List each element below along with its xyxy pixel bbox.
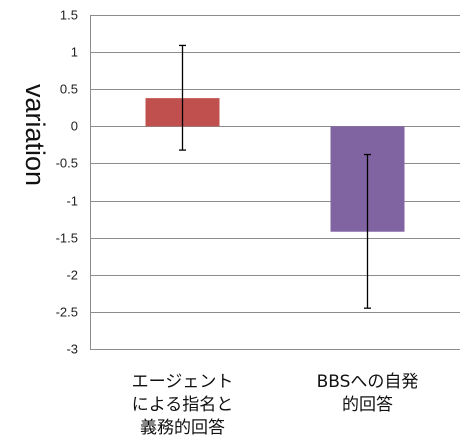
y-tick-label: 1.5 [60, 8, 78, 23]
error-bars [179, 44, 371, 309]
category-label: 義務的回答 [140, 418, 225, 437]
y-tick-label: -1.5 [56, 231, 78, 246]
category-label: による指名と [132, 395, 234, 415]
y-tick-label: -3 [66, 342, 78, 357]
y-tick-label: 0 [71, 119, 78, 134]
category-label: BBSへの自発 [317, 372, 419, 392]
y-tick-label: 1 [71, 45, 78, 60]
y-tick-label: -2.5 [56, 305, 78, 320]
y-tick-label: 0.5 [60, 82, 78, 97]
gridlines [90, 15, 460, 350]
y-tick-label: -1 [66, 194, 78, 209]
y-tick-label: -2 [66, 268, 78, 283]
category-label: エージェント [132, 372, 234, 392]
y-axis-label: variation [20, 84, 50, 186]
y-tick-labels: 1.5 1 0.5 0 -0.5 -1 -1.5 -2 -2.5 -3 [56, 8, 78, 357]
category-label: 的回答 [342, 395, 393, 415]
y-tick-label: -0.5 [56, 156, 78, 171]
bars [145, 98, 405, 232]
